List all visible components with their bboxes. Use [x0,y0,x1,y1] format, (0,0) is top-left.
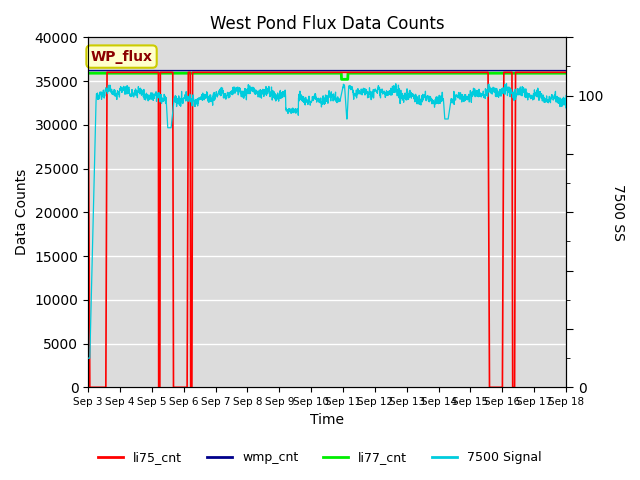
X-axis label: Time: Time [310,413,344,427]
Text: WP_flux: WP_flux [90,49,152,63]
Y-axis label: 7500 SS: 7500 SS [611,184,625,241]
Title: West Pond Flux Data Counts: West Pond Flux Data Counts [210,15,444,33]
Y-axis label: Data Counts: Data Counts [15,169,29,255]
Legend: li75_cnt, wmp_cnt, li77_cnt, 7500 Signal: li75_cnt, wmp_cnt, li77_cnt, 7500 Signal [93,446,547,469]
